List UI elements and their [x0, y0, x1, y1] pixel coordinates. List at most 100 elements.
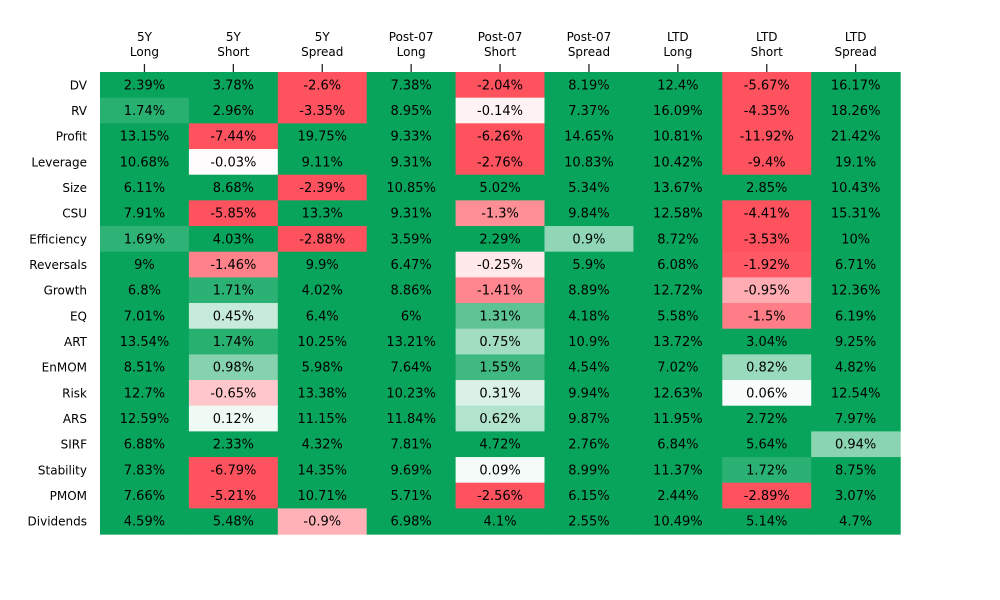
cell-value-label: 4.54%	[568, 361, 609, 376]
heatmap-cell	[811, 251, 901, 278]
cell-value-label: -0.65%	[210, 386, 256, 401]
cell-value-label: -0.95%	[744, 284, 790, 299]
column-tick-label: Post-07 Long	[389, 30, 434, 59]
heatmap-cell	[366, 508, 457, 535]
cell-value-label: 3.07%	[835, 489, 876, 504]
heatmap-cells	[100, 72, 901, 535]
heatmap-cell	[544, 508, 634, 535]
cell-value-label: 2.33%	[213, 438, 254, 453]
cell-value-label: 1.31%	[479, 309, 520, 324]
cell-value-label: 8.68%	[213, 181, 254, 196]
cell-value-label: -4.35%	[744, 104, 790, 119]
cell-value-label: 12.54%	[831, 386, 881, 401]
cell-value-label: 12.59%	[120, 412, 170, 427]
heatmap-cell	[100, 303, 190, 330]
cell-value-label: 9%	[134, 258, 155, 273]
heatmap-cell	[811, 72, 901, 99]
heatmap-cell	[544, 354, 634, 381]
cell-value-label: 13.21%	[386, 335, 436, 350]
cell-value-label: 2.76%	[568, 438, 609, 453]
cell-value-label: 2.44%	[657, 489, 698, 504]
cell-value-label: 7.81%	[390, 438, 431, 453]
heatmap-cell	[455, 72, 546, 99]
heatmap-cell	[100, 405, 190, 432]
column-tick-label: 5Y Short	[217, 30, 249, 59]
cell-value-label: 12.7%	[124, 386, 165, 401]
heatmap-cell	[455, 149, 546, 176]
heatmap-cell	[277, 277, 368, 304]
heatmap-cell	[544, 97, 634, 124]
cell-value-label: 1.74%	[213, 335, 254, 350]
heatmap-cell	[366, 174, 457, 201]
cell-value-label: -5.21%	[210, 489, 256, 504]
heatmap-cell	[188, 482, 279, 509]
heatmap-cell	[722, 303, 812, 330]
heatmap-cell	[633, 328, 723, 355]
cell-value-label: 12.58%	[653, 207, 703, 222]
heatmap-cell	[455, 431, 546, 458]
cell-value-label: 4.1%	[484, 515, 517, 530]
heatmap-cell	[811, 123, 901, 150]
cell-value-label: -1.5%	[748, 309, 786, 324]
heatmap-cell	[188, 457, 279, 484]
cell-value-label: 5.34%	[568, 181, 609, 196]
heatmap-cell	[188, 226, 279, 253]
cell-value-label: 1.71%	[213, 284, 254, 299]
cell-value-label: 13.3%	[302, 207, 343, 222]
cell-value-label: -0.25%	[477, 258, 523, 273]
heatmap-cell	[633, 174, 723, 201]
cell-value-label: 6.4%	[306, 309, 339, 324]
cell-value-label: 2.72%	[746, 412, 787, 427]
cell-value-label: 9.31%	[390, 155, 431, 170]
cell-value-label: 5.02%	[479, 181, 520, 196]
heatmap-cell	[100, 431, 190, 458]
heatmap-cell	[633, 405, 723, 432]
cell-value-label: 2.85%	[746, 181, 787, 196]
heatmap-cell	[277, 226, 368, 253]
heatmap-cell	[188, 277, 279, 304]
row-axis: DV RV Profit Leverage Size CSU Efficiency Rever…	[28, 78, 88, 528]
cell-value-label: 6.15%	[568, 489, 609, 504]
heatmap-cell	[722, 226, 812, 253]
cell-value-label: -0.9%	[303, 515, 341, 530]
heatmap-cell	[188, 380, 279, 407]
heatmap-cell	[544, 457, 634, 484]
cell-value-label: 6.71%	[835, 258, 876, 273]
heatmap-cell	[722, 482, 812, 509]
heatmap-cell	[811, 457, 901, 484]
heatmap-cell	[722, 97, 812, 124]
heatmap-cell	[366, 354, 457, 381]
heatmap-cell	[188, 174, 279, 201]
cell-value-label: 4.02%	[302, 284, 343, 299]
cell-value-label: 19.1%	[835, 155, 876, 170]
cell-value-label: 0.45%	[213, 309, 254, 324]
heatmap-cell	[722, 431, 812, 458]
heatmap-cell	[188, 354, 279, 381]
row-tick-label: PMOM	[50, 489, 87, 503]
heatmap-cell	[633, 226, 723, 253]
row-tick-label: Dividends	[28, 515, 87, 529]
heatmap-cell	[277, 200, 368, 227]
heatmap-cell	[100, 149, 190, 176]
heatmap-cell	[277, 149, 368, 176]
cell-value-label: 16.17%	[831, 78, 881, 93]
heatmap-cell	[455, 328, 546, 355]
heatmap-cell	[633, 97, 723, 124]
cell-value-label: -2.76%	[477, 155, 523, 170]
cell-value-label: 9.87%	[568, 412, 609, 427]
heatmap-cell	[188, 251, 279, 278]
cell-value-label: -9.4%	[748, 155, 786, 170]
heatmap-cell	[188, 123, 279, 150]
heatmap-cell	[455, 380, 546, 407]
cell-value-label: 8.72%	[657, 232, 698, 247]
heatmap-cell	[544, 328, 634, 355]
heatmap-cell	[811, 354, 901, 381]
cell-value-label: 7.64%	[390, 361, 431, 376]
heatmap-cell	[100, 457, 190, 484]
heatmap-cell	[366, 457, 457, 484]
cell-value-label: 6.88%	[124, 438, 165, 453]
heatmap-cell	[811, 303, 901, 330]
cell-value-label: 12.4%	[657, 78, 698, 93]
cell-value-label: -0.03%	[210, 155, 256, 170]
cell-value-label: 8.95%	[390, 104, 431, 119]
